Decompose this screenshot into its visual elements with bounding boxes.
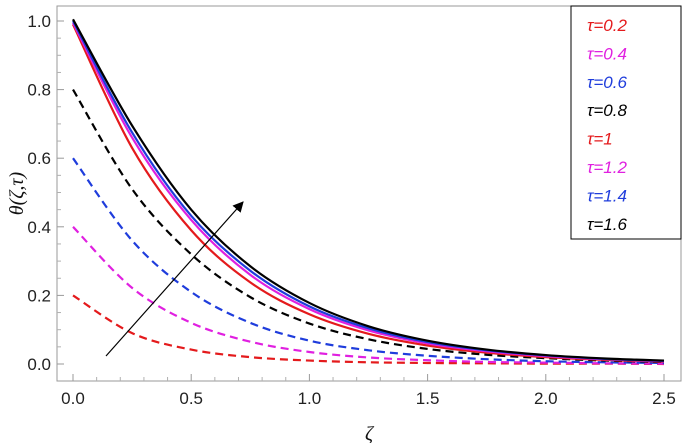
x-tick-label: 0.5	[179, 389, 203, 408]
series-line-8	[72, 18, 665, 362]
x-tick-label: 1.5	[416, 389, 440, 408]
legend-entry: τ=0.6	[587, 73, 627, 92]
legend-entry: τ=1.6	[587, 215, 627, 234]
y-tick-label: 0.8	[27, 81, 51, 100]
x-tick-label: 2.0	[534, 389, 558, 408]
y-tick-label: 0.6	[27, 149, 51, 168]
y-axis-label: θ(ζ,τ)	[6, 171, 28, 215]
series-line-1	[72, 294, 665, 366]
y-tick-label: 1.0	[27, 12, 51, 31]
x-tick-label: 1.0	[298, 389, 322, 408]
series-line-3	[72, 157, 665, 365]
legend-entry: τ=1	[587, 130, 613, 149]
series-line-2	[72, 226, 665, 365]
legend-entry: τ=0.2	[587, 16, 627, 35]
legend-entry: τ=1.4	[587, 186, 627, 205]
y-tick-label: 0.2	[27, 286, 51, 305]
legend-entry: τ=0.4	[587, 44, 627, 63]
increase-arrow	[105, 201, 244, 357]
y-tick-label: 0.4	[27, 218, 51, 237]
legend-box	[570, 5, 682, 240]
y-tick-label: 0.0	[27, 355, 51, 374]
legend-entry: τ=1.2	[587, 158, 627, 177]
x-tick-label: 2.5	[652, 389, 676, 408]
legend-entry: τ=0.8	[587, 101, 627, 120]
x-axis-label: ζ	[365, 423, 375, 443]
x-tick-label: 0.0	[61, 389, 85, 408]
